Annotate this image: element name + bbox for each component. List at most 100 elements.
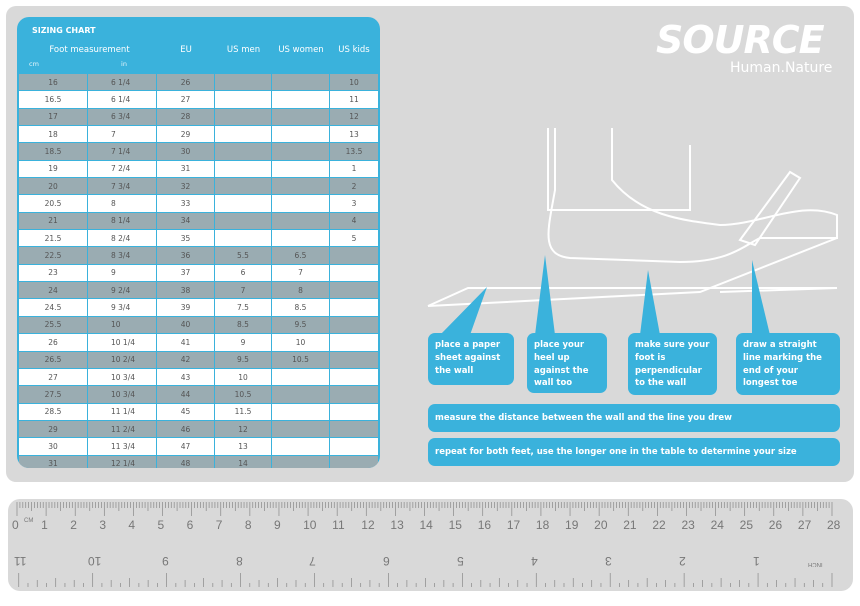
ruler-ticks bbox=[16, 502, 833, 587]
table-row: 24 9 2/4 38 7 8 bbox=[19, 281, 378, 299]
table-row: 17 6 3/4 28 12 bbox=[19, 107, 378, 126]
cell-eu: 43 bbox=[157, 368, 215, 386]
cell-us-women bbox=[272, 143, 330, 160]
cm-unit-label: CM bbox=[24, 518, 34, 524]
cm-label: 3 bbox=[99, 518, 106, 532]
cell-us-kids: 3 bbox=[330, 195, 378, 212]
table-row: 27.5 10 3/4 44 10.5 bbox=[19, 385, 378, 403]
cell-us-women bbox=[272, 195, 330, 212]
cm-label: 2 bbox=[70, 518, 77, 532]
cell-us-women: 8.5 bbox=[272, 299, 330, 316]
cell-us-women bbox=[272, 160, 330, 178]
size-table: 16 6 1/4 26 10 16.5 6 1/4 27 11 17 6 3/4 28 12 18 7 29… bbox=[19, 73, 378, 468]
cell-cm: 26 bbox=[19, 334, 88, 351]
brand-logo: SOURCE bbox=[656, 18, 825, 62]
cm-label: 17 bbox=[506, 518, 521, 532]
cell-eu: 30 bbox=[157, 143, 215, 160]
header-us-men: US men bbox=[226, 45, 261, 55]
cm-label: 9 bbox=[273, 518, 281, 532]
header-us-women: US women bbox=[278, 45, 324, 55]
step-5-banner: measure the distance between the wall an… bbox=[428, 404, 840, 432]
table-row: 18 7 29 13 bbox=[19, 125, 378, 143]
cell-cm: 16 bbox=[19, 74, 88, 91]
cell-us-men bbox=[215, 74, 272, 91]
cell-cm: 25.5 bbox=[19, 316, 88, 334]
cell-eu: 33 bbox=[157, 195, 215, 212]
pen-icon bbox=[738, 170, 802, 247]
step-3-callout: make sure your foot is perpendicular to … bbox=[628, 333, 717, 395]
cell-us-women bbox=[272, 403, 330, 420]
cell-us-kids: 5 bbox=[330, 230, 378, 247]
cm-label: 27 bbox=[797, 518, 812, 532]
cell-us-women bbox=[272, 230, 330, 247]
table-row: 30 11 3/4 47 13 bbox=[19, 437, 378, 455]
table-row: 19 7 2/4 31 1 bbox=[19, 159, 378, 178]
cell-cm: 28.5 bbox=[19, 403, 88, 420]
step-6-banner: repeat for both feet, use the longer one… bbox=[428, 438, 840, 466]
cell-eu: 29 bbox=[157, 126, 215, 143]
table-row: 21.5 8 2/4 35 5 bbox=[19, 229, 378, 247]
cell-us-men: 7 bbox=[215, 282, 272, 299]
cell-cm: 18 bbox=[19, 126, 88, 143]
cell-in: 7 bbox=[88, 126, 157, 143]
cm-label: 6 bbox=[186, 518, 194, 532]
cell-in: 11 1/4 bbox=[88, 403, 157, 420]
cell-us-kids: 4 bbox=[330, 212, 378, 230]
cell-us-kids: 11 bbox=[330, 91, 378, 108]
cell-cm: 22.5 bbox=[19, 247, 88, 264]
table-row: 26 10 1/4 41 9 10 bbox=[19, 333, 378, 351]
cell-us-kids bbox=[330, 351, 378, 368]
cell-us-kids bbox=[330, 455, 378, 468]
cell-us-women bbox=[272, 91, 330, 108]
cell-us-men: 6 bbox=[215, 264, 272, 282]
cell-us-men: 9 bbox=[215, 334, 272, 351]
cell-cm: 23 bbox=[19, 264, 88, 282]
step-4-callout: draw a straight line marking the end of … bbox=[736, 333, 840, 395]
cell-in: 8 2/4 bbox=[88, 230, 157, 247]
wall-line bbox=[547, 128, 691, 211]
cell-in: 7 3/4 bbox=[88, 178, 157, 195]
cm-label: 5 bbox=[157, 518, 165, 532]
inch-label: 8 bbox=[235, 554, 243, 568]
table-row: 27 10 3/4 43 10 bbox=[19, 367, 378, 386]
cm-label: 16 bbox=[477, 518, 492, 532]
header-foot: Foot measurement bbox=[49, 45, 130, 55]
table-row: 16 6 1/4 26 10 bbox=[19, 73, 378, 91]
cell-us-men: 13 bbox=[215, 438, 272, 455]
cell-cm: 17 bbox=[19, 108, 88, 126]
cell-eu: 38 bbox=[157, 282, 215, 299]
cm-label: 8 bbox=[244, 518, 252, 532]
cm-label: 1 bbox=[41, 518, 48, 532]
cell-us-women: 10 bbox=[272, 334, 330, 351]
cell-eu: 36 bbox=[157, 247, 215, 264]
cell-cm: 31 bbox=[19, 455, 88, 468]
brand-tagline: Human.Nature bbox=[730, 60, 833, 76]
cm-label: 14 bbox=[419, 518, 433, 532]
header-in: in bbox=[121, 60, 127, 68]
cell-us-men bbox=[215, 91, 272, 108]
cell-eu: 39 bbox=[157, 299, 215, 316]
cell-us-men: 5.5 bbox=[215, 247, 272, 264]
cell-us-women bbox=[272, 126, 330, 143]
cm-label: 4 bbox=[128, 518, 136, 532]
cell-us-men: 12 bbox=[215, 420, 272, 438]
cell-cm: 18.5 bbox=[19, 143, 88, 160]
cell-cm: 20.5 bbox=[19, 195, 88, 212]
cm-label: 20 bbox=[594, 518, 608, 532]
cell-eu: 40 bbox=[157, 316, 215, 334]
table-row: 26.5 10 2/4 42 9.5 10.5 bbox=[19, 350, 378, 368]
table-row: 20 7 3/4 32 2 bbox=[19, 177, 378, 195]
cell-in: 10 3/4 bbox=[88, 386, 157, 403]
table-row: 16.5 6 1/4 27 11 bbox=[19, 90, 378, 108]
cell-us-women: 8 bbox=[272, 282, 330, 299]
cell-us-kids: 13 bbox=[330, 126, 378, 143]
cell-eu: 35 bbox=[157, 230, 215, 247]
cell-in: 6 1/4 bbox=[88, 91, 157, 108]
cell-us-women: 9.5 bbox=[272, 316, 330, 334]
cell-us-women: 6.5 bbox=[272, 247, 330, 264]
cell-us-women bbox=[272, 455, 330, 468]
cell-us-women bbox=[272, 420, 330, 438]
cell-us-men: 7.5 bbox=[215, 299, 272, 316]
cm-label: 10 bbox=[303, 518, 317, 532]
cell-us-men: 8.5 bbox=[215, 316, 272, 334]
